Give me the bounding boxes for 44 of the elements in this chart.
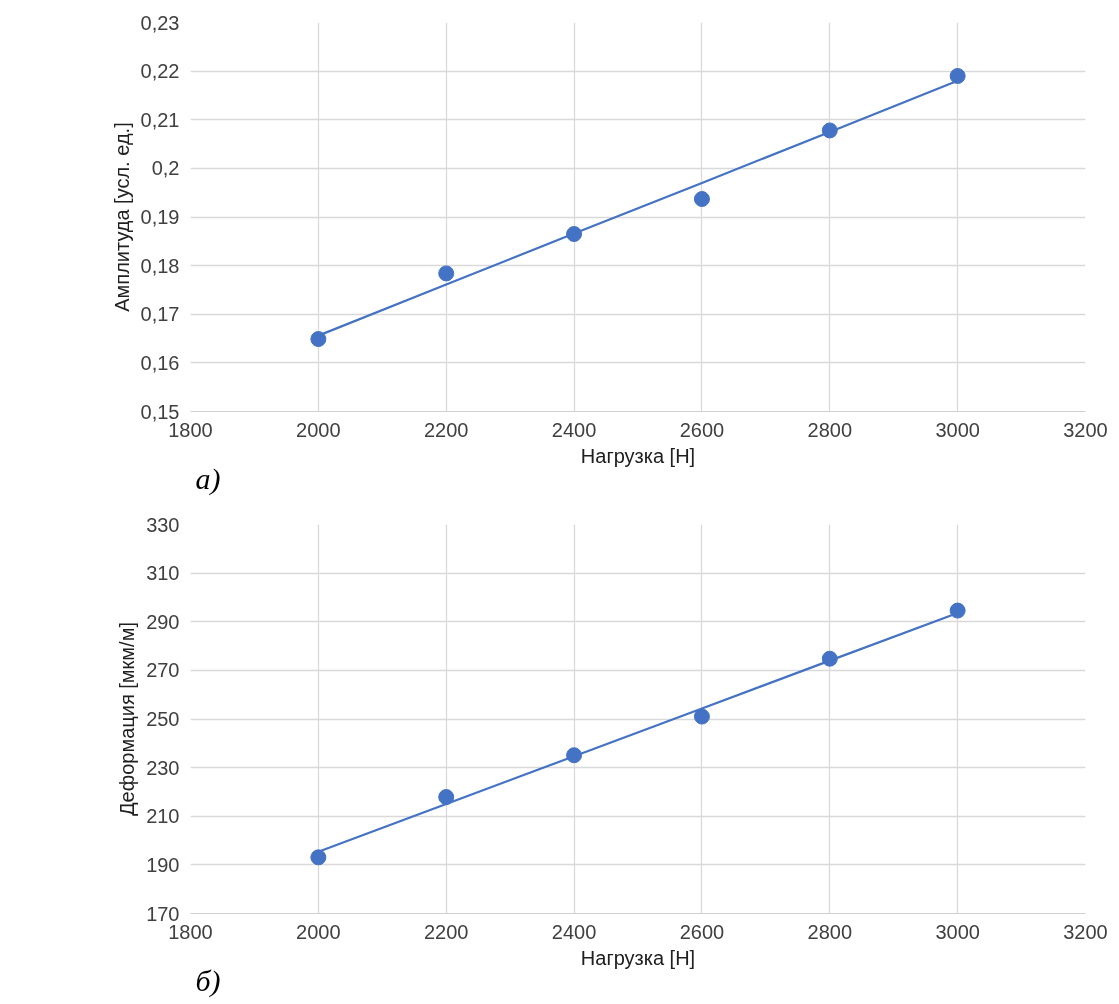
y-axis-title: Деформация [мкм/м] xyxy=(116,622,139,816)
x-tick-label: 2400 xyxy=(551,920,597,943)
point xyxy=(438,789,455,806)
point xyxy=(310,331,327,348)
x-tick-label: 2400 xyxy=(551,418,597,441)
x-tick-label: 2800 xyxy=(807,920,853,943)
y-tick-label: 0,17 xyxy=(140,303,180,326)
point xyxy=(693,191,710,207)
x-tick-label: 3200 xyxy=(1063,920,1108,943)
y-tick-label: 0,18 xyxy=(140,254,180,277)
x-tick-label: 2200 xyxy=(423,920,469,943)
x-tick-label: 2600 xyxy=(679,920,725,943)
y-tick-label: 0,23 xyxy=(140,11,180,34)
x-tick-label: 3000 xyxy=(935,920,980,943)
x-axis-title: Нагрузка [Н] xyxy=(580,946,696,969)
y-tick-label: 230 xyxy=(146,756,180,779)
point xyxy=(693,708,710,725)
x-tick-label: 2000 xyxy=(296,418,341,441)
x-tick-label: 2000 xyxy=(296,920,341,943)
point xyxy=(949,602,966,619)
y-tick-label: 0,22 xyxy=(140,60,180,83)
point xyxy=(438,265,455,282)
y-tick-label: 0,21 xyxy=(140,108,180,131)
y-axis-title: Амплитуда [усл. ед.] xyxy=(110,122,133,312)
y-tick-label: 310 xyxy=(146,562,180,585)
y-tick-label: 290 xyxy=(146,610,180,633)
point xyxy=(949,68,966,84)
y-tick-label: 250 xyxy=(146,708,180,730)
x-tick-label: 2200 xyxy=(423,418,469,441)
text: а) xyxy=(195,461,221,496)
y-tick-label: 330 xyxy=(146,513,180,536)
x-tick-label: 3000 xyxy=(935,418,980,441)
y-tick-label: 270 xyxy=(146,659,180,682)
y-tick-label: 0,2 xyxy=(151,157,180,180)
y-tick-label: 190 xyxy=(146,853,180,876)
point xyxy=(310,849,327,866)
x-tick-label: 3200 xyxy=(1063,418,1108,441)
text: б) xyxy=(195,963,221,998)
y-tick-label: 0,16 xyxy=(140,351,180,374)
y-tick-label: 210 xyxy=(146,805,180,828)
x-tick-label: 2600 xyxy=(679,418,725,441)
x-axis-title: Нагрузка [Н] xyxy=(580,444,696,467)
y-tick-label: 0,19 xyxy=(140,206,180,228)
x-tick-label: 2800 xyxy=(807,418,853,441)
